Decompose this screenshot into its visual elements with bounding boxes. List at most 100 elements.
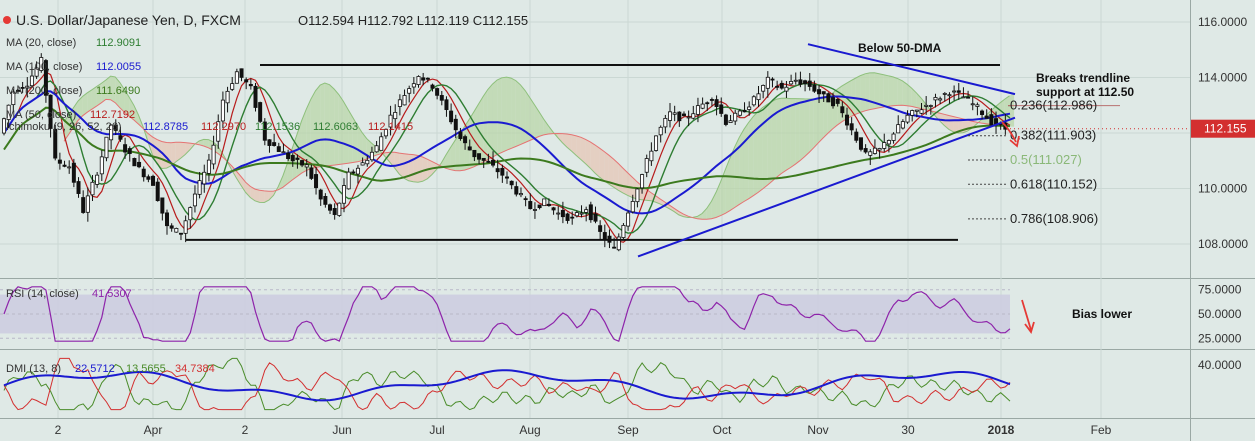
candle-body bbox=[896, 124, 901, 134]
bias-lower-annotation: Bias lower bbox=[1072, 307, 1132, 321]
candle-body bbox=[858, 137, 863, 150]
cloud-segment bbox=[185, 142, 190, 155]
ohlc-o: O112.594 bbox=[298, 13, 358, 28]
cloud-segment bbox=[702, 208, 707, 220]
candle-body bbox=[309, 167, 314, 179]
candle-body bbox=[160, 197, 165, 214]
candle-body bbox=[751, 96, 756, 106]
cloud-segment bbox=[506, 77, 512, 151]
candle-body bbox=[914, 109, 919, 112]
candle-body bbox=[276, 146, 281, 152]
cloud-segment bbox=[105, 76, 111, 100]
candle-body bbox=[891, 133, 896, 141]
candle-body bbox=[439, 95, 444, 101]
candle-body bbox=[621, 224, 626, 238]
candle-body bbox=[174, 228, 179, 233]
rsi-tick-label: 75.0000 bbox=[1198, 283, 1242, 297]
candle-body bbox=[826, 93, 831, 103]
cloud-segment bbox=[101, 79, 106, 103]
ma-200-line bbox=[3, 106, 1011, 190]
cloud-segment bbox=[96, 83, 102, 107]
candle-body bbox=[71, 162, 76, 183]
candle-body bbox=[844, 114, 849, 126]
candle-body bbox=[165, 212, 170, 227]
candle-body bbox=[910, 110, 915, 116]
cloud-segment bbox=[250, 186, 255, 201]
cloud-segment bbox=[627, 172, 633, 198]
cloud-segment bbox=[697, 213, 703, 220]
candle-body bbox=[663, 117, 668, 128]
cloud-segment bbox=[613, 159, 619, 191]
ohlc-h: H112.792 bbox=[358, 13, 417, 28]
cloud-segment bbox=[492, 79, 498, 158]
cloud-segment bbox=[571, 134, 577, 156]
cloud-segment bbox=[511, 78, 516, 149]
legend-ichimoku-value: 112.2970 bbox=[201, 121, 246, 133]
fib-level-label: 0.382(111.903) bbox=[1010, 128, 1096, 143]
cloud-segment bbox=[543, 119, 549, 135]
candle-body bbox=[430, 84, 435, 89]
cloud-segment bbox=[594, 144, 600, 178]
cloud-segment bbox=[310, 90, 316, 169]
cloud-segment bbox=[231, 165, 237, 178]
cloud-segment bbox=[813, 98, 819, 148]
candle-body bbox=[984, 115, 989, 119]
cloud-segment bbox=[785, 98, 791, 171]
cloud-segment bbox=[893, 76, 898, 106]
candle-body bbox=[980, 110, 985, 115]
ohlc-l: L112.119 bbox=[417, 13, 473, 28]
fib-level-label: 0.618(110.152) bbox=[1010, 176, 1097, 191]
legend-label: MA (20, close) bbox=[6, 37, 76, 49]
candle-body bbox=[900, 121, 905, 129]
rising-trendline bbox=[637, 116, 1016, 258]
legend-ichimoku-value: 112.6063 bbox=[313, 121, 358, 133]
cloud-segment bbox=[119, 82, 125, 113]
candle-body bbox=[393, 111, 398, 120]
cloud-segment bbox=[730, 146, 735, 211]
candle-body bbox=[560, 209, 565, 218]
cloud-segment bbox=[669, 205, 675, 212]
candle-body bbox=[48, 94, 53, 129]
candle-body bbox=[579, 212, 584, 215]
cloud-segment bbox=[622, 168, 628, 196]
cloud-segment bbox=[399, 153, 404, 179]
rsi-tick-label: 25.0000 bbox=[1198, 331, 1242, 345]
symbol-status-icon[interactable] bbox=[3, 16, 11, 24]
candle-body bbox=[854, 131, 859, 141]
cloud-segment bbox=[795, 98, 800, 165]
rsi-indicator: RSI (14, close) 41.5307 bbox=[0, 286, 1011, 343]
cloud-segment bbox=[650, 192, 656, 203]
time-tick-label: 30 bbox=[901, 423, 915, 437]
candle-body bbox=[924, 104, 929, 107]
candle-body bbox=[151, 175, 156, 186]
cloud-segment bbox=[445, 147, 451, 170]
candle-body bbox=[938, 98, 943, 101]
candle-body bbox=[812, 84, 817, 92]
candle-body bbox=[379, 136, 384, 151]
candle-body bbox=[509, 180, 514, 186]
candle-body bbox=[286, 152, 291, 159]
candle-body bbox=[127, 148, 132, 154]
candle-body bbox=[966, 96, 971, 99]
cloud-segment bbox=[110, 76, 116, 103]
cloud-segment bbox=[455, 133, 460, 171]
candle-body bbox=[747, 106, 752, 110]
candle-body bbox=[314, 174, 319, 189]
cloud-segment bbox=[525, 90, 530, 143]
candle-body bbox=[62, 164, 67, 167]
falling-trendline bbox=[807, 43, 1016, 96]
candle-body bbox=[933, 97, 938, 101]
candle-body bbox=[742, 109, 747, 113]
candle-body bbox=[700, 103, 705, 109]
cloud-segment bbox=[776, 98, 782, 178]
cloud-segment bbox=[883, 74, 889, 108]
candle-body bbox=[649, 150, 654, 162]
cloud-segment bbox=[236, 171, 241, 186]
cloud-segment bbox=[203, 139, 209, 148]
candle-body bbox=[612, 246, 617, 249]
candle-body bbox=[369, 151, 374, 161]
candle-body bbox=[849, 123, 854, 131]
cloud-segment bbox=[408, 154, 414, 182]
candle-body bbox=[588, 204, 593, 221]
